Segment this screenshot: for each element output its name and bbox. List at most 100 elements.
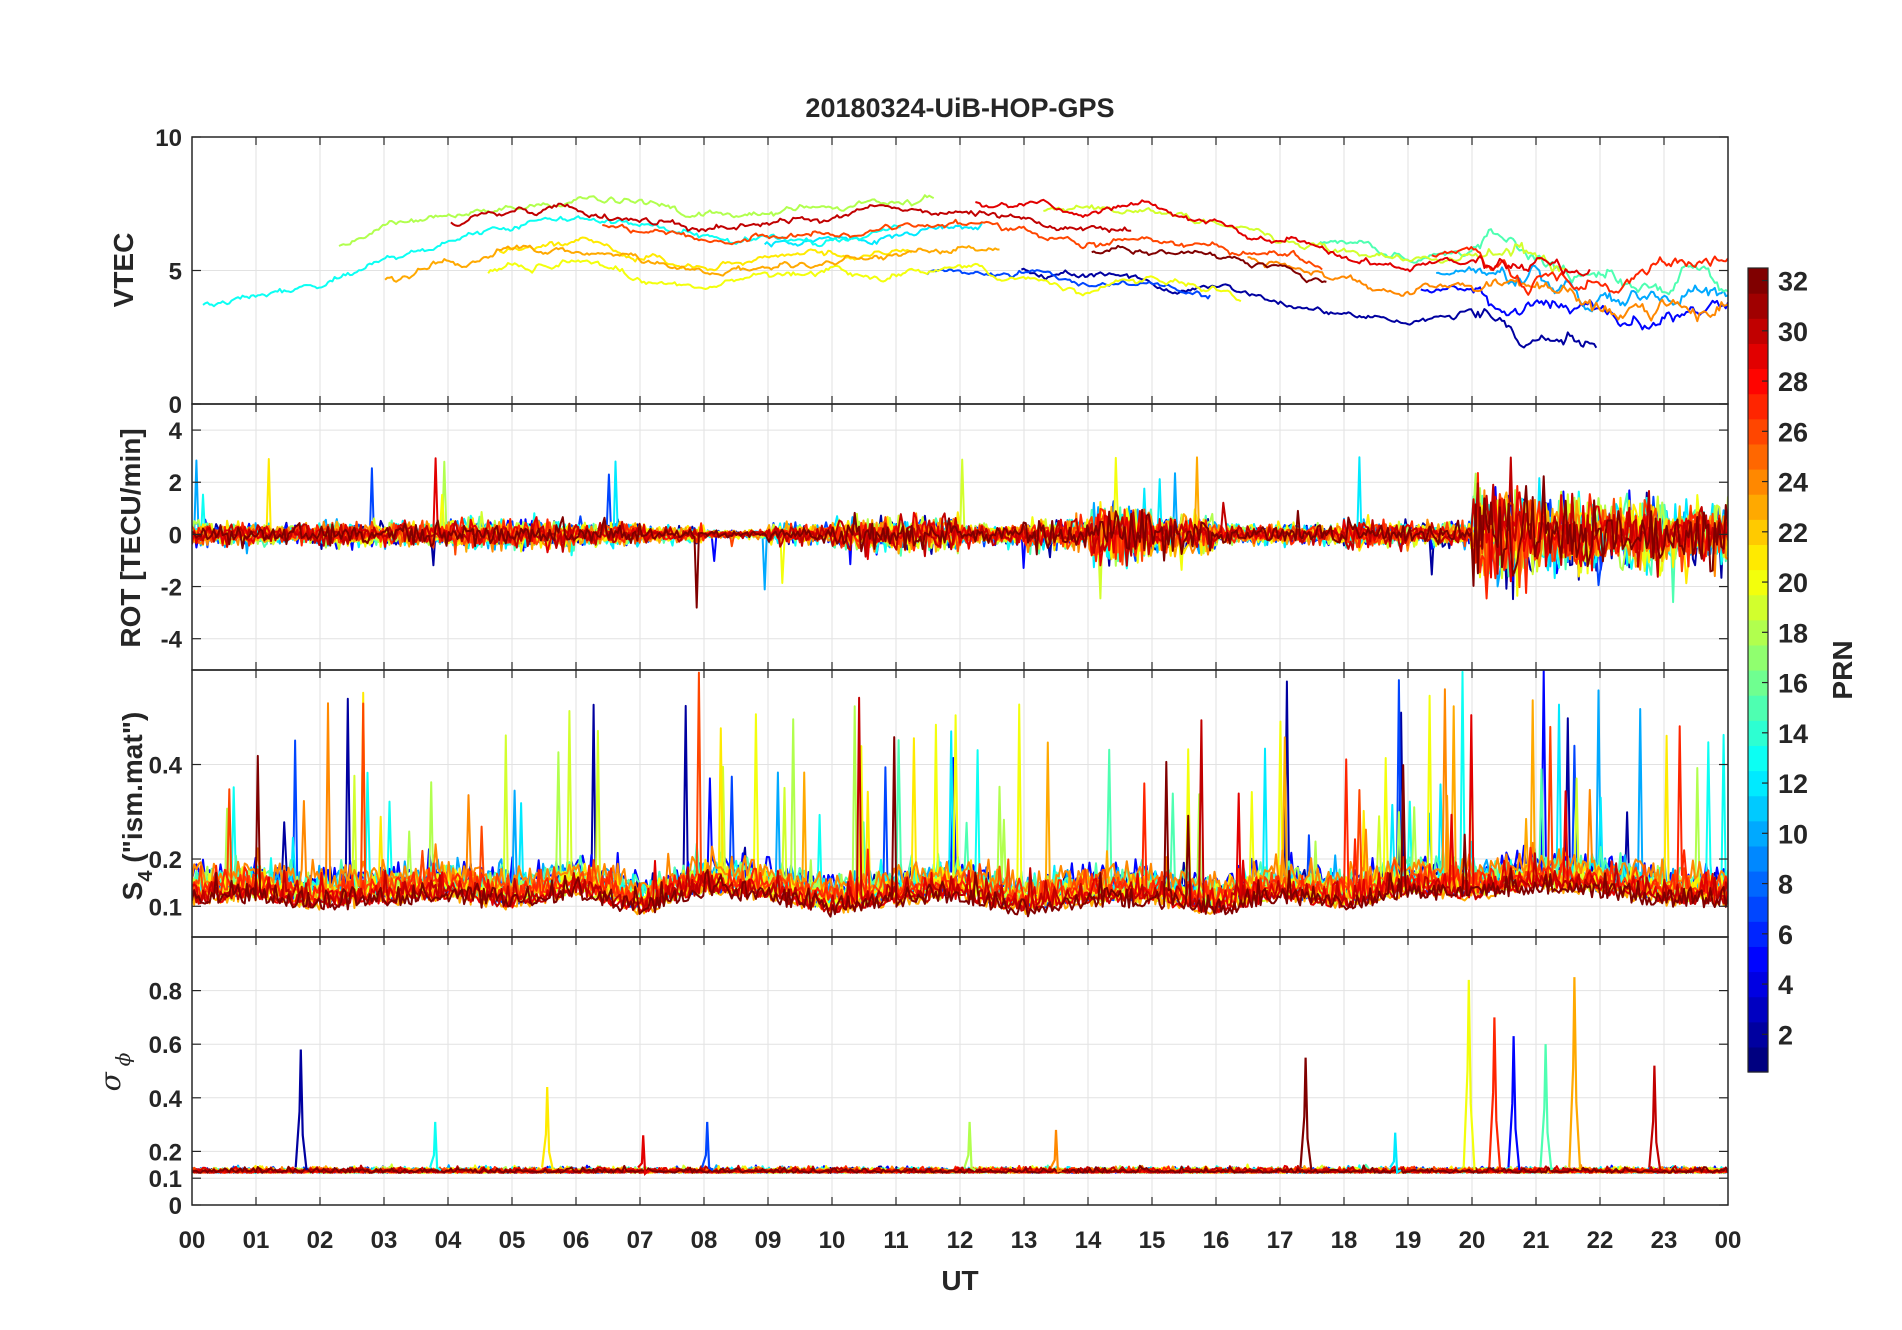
colorbar-swatch-16 — [1748, 670, 1768, 696]
colorbar-swatch-32 — [1748, 268, 1768, 294]
y-tick-label: 5 — [169, 259, 182, 286]
y-tick-label: 0.6 — [149, 1032, 182, 1059]
grid — [192, 937, 1728, 1205]
sigma-phi-panel: σϕ 00.10.2 0.4 0.6 0.8 — [94, 936, 1729, 1220]
colorbar-swatch-23 — [1748, 494, 1768, 520]
colorbar-tick-label: 26 — [1778, 417, 1808, 447]
peak-mark — [637, 1135, 650, 1177]
series-prn-32 — [192, 736, 1728, 918]
series-prn-21 — [498, 236, 913, 272]
colorbar-label: PRN — [1827, 640, 1858, 699]
x-tick-label: 16 — [1203, 1227, 1230, 1254]
peak-mark — [963, 1121, 976, 1172]
x-tick-label: 15 — [1139, 1227, 1166, 1254]
series-group — [192, 977, 1728, 1177]
colorbar-frame — [1747, 267, 1769, 1073]
y-tick-label: 0.2 — [149, 847, 182, 874]
colorbar-swatch-26 — [1748, 418, 1768, 445]
peak-mark — [1539, 1044, 1553, 1171]
colorbar-swatch-17 — [1748, 644, 1768, 671]
y-tick-label: 10 — [155, 125, 182, 152]
colorbar-swatch-10 — [1748, 820, 1768, 847]
x-axis-label: UT — [941, 1265, 978, 1296]
x-tick-label: 23 — [1651, 1227, 1678, 1254]
vtec-panel: VTEC 0 5 10 — [108, 125, 1729, 419]
x-tick-label: 18 — [1331, 1227, 1358, 1254]
series-group — [202, 194, 1728, 349]
colorbar-swatch-29 — [1748, 343, 1768, 370]
colorbar-tick-label: 6 — [1778, 920, 1793, 950]
peak-mark — [1648, 1065, 1662, 1171]
y-tick-label: 0.2 — [149, 1139, 182, 1166]
x-tick-label: 04 — [435, 1227, 462, 1254]
colorbar-swatch-19 — [1748, 594, 1768, 621]
x-tick-label: 08 — [691, 1227, 718, 1254]
peak-mark — [1568, 977, 1582, 1171]
colorbar-swatch-1 — [1748, 1046, 1768, 1073]
colorbar-swatch-21 — [1748, 544, 1768, 571]
x-tick-label: 05 — [499, 1227, 526, 1254]
colorbar-swatch-22 — [1748, 519, 1768, 545]
colorbar-swatch-28 — [1748, 368, 1768, 395]
colorbar-tick-label: 8 — [1778, 870, 1793, 900]
peak-mark — [1389, 1132, 1402, 1175]
x-tick-label: 06 — [563, 1227, 590, 1254]
series-group — [192, 670, 1728, 918]
y-tick-label: 0.1 — [149, 1166, 182, 1193]
colorbar-tick-label: 28 — [1778, 367, 1808, 397]
series-prn-26 — [602, 218, 1323, 271]
x-tick-label: 20 — [1459, 1227, 1486, 1254]
series-prn-23 — [384, 244, 1000, 283]
y-tick-label: -4 — [161, 627, 183, 654]
colorbar-tick-label: 2 — [1778, 1020, 1793, 1050]
colorbar-tick-label: 32 — [1778, 267, 1808, 297]
x-tick-label: 00 — [179, 1227, 206, 1254]
colorbar-swatch-5 — [1748, 946, 1768, 973]
rot-y-label: ROT [TECU/min] — [115, 428, 146, 647]
grid — [192, 137, 1728, 404]
series-prn-7 — [926, 268, 1211, 300]
y-tick-label: 0.4 — [149, 1086, 183, 1113]
x-tick-label: 19 — [1395, 1227, 1422, 1254]
peak-mark — [294, 1049, 308, 1171]
colorbar-tick-label: 22 — [1778, 518, 1808, 548]
sigma-phi-y-label: σϕ — [94, 1052, 135, 1091]
series-prn-32 — [1091, 244, 1327, 284]
y-tick-label: 0.1 — [149, 894, 182, 921]
colorbar-tick-label: 4 — [1778, 970, 1793, 1000]
sigma-phi-y-label-symbol: σ — [94, 1071, 127, 1091]
colorbar-swatch-6 — [1748, 921, 1768, 947]
series-prn-32 — [192, 475, 1728, 609]
y-tick-label: 0.8 — [149, 979, 182, 1006]
x-tick-label: 22 — [1587, 1227, 1614, 1254]
y-tick-label: 0 — [169, 392, 182, 419]
x-axis: UT 00 01 02 03 04 05 06 07 08 09 10 11 12 13 14 15 16 17 1… — [179, 1227, 1742, 1296]
colorbar-swatch-14 — [1748, 720, 1768, 746]
colorbar-swatch-9 — [1748, 845, 1768, 872]
sigma-phi-y-label-sub: ϕ — [111, 1052, 135, 1066]
colorbar-tick-label: 20 — [1778, 568, 1808, 598]
colorbar-swatch-7 — [1748, 896, 1768, 922]
x-tick-label: 17 — [1267, 1227, 1294, 1254]
series-prn-20 — [487, 259, 1242, 303]
colorbar-swatch-31 — [1748, 293, 1768, 319]
series-prn-18 — [338, 194, 935, 247]
series-prn-2 — [1021, 267, 1598, 349]
y-tick-label: 4 — [169, 418, 183, 445]
x-tick-label: 07 — [627, 1227, 654, 1254]
colorbar-tick-label: 30 — [1778, 317, 1808, 347]
x-tick-label: 10 — [819, 1227, 846, 1254]
colorbar-swatch-20 — [1748, 569, 1768, 596]
colorbar-tick-label: 10 — [1778, 819, 1808, 849]
colorbar-swatch-24 — [1748, 469, 1768, 495]
colorbar-swatch-8 — [1748, 871, 1768, 897]
colorbar-swatch-11 — [1748, 795, 1768, 822]
x-tick-label: 14 — [1075, 1227, 1102, 1254]
colorbar-swatch-18 — [1748, 619, 1768, 646]
colorbar-swatch-3 — [1748, 996, 1768, 1023]
peak-mark — [1049, 1129, 1063, 1173]
series-group — [192, 456, 1728, 609]
y-tick-label: 2 — [169, 470, 182, 497]
